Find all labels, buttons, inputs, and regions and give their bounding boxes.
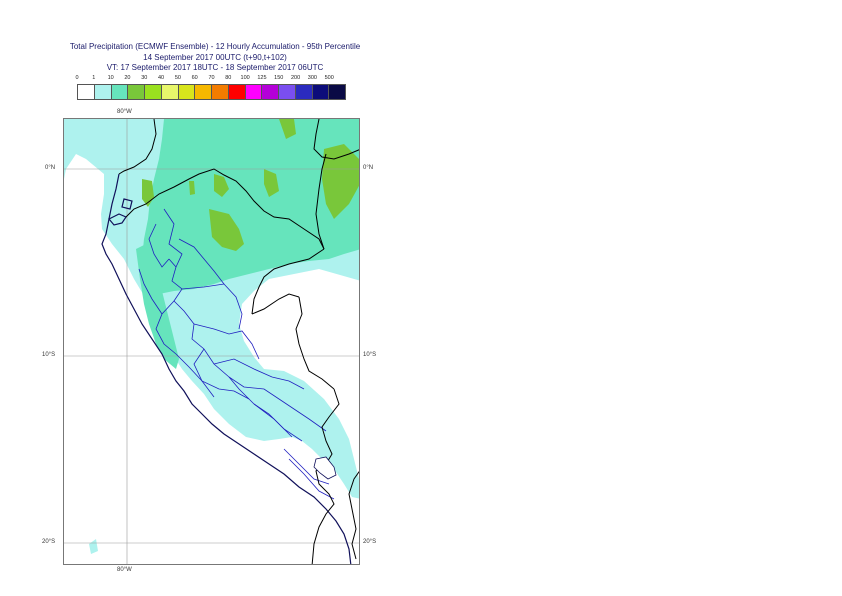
latitude-label-right-10s: 10°S [363,352,377,358]
legend-tick-labels: 0 1 10 20 30 40 50 60 70 80 100 125 150 200 300 500 [75,75,347,83]
legend-swatch [228,85,246,99]
title-line-1: Total Precipitation (ECMWF Ensemble) - 1… [69,42,361,51]
lake-titicaca [313,456,337,480]
legend-swatch [279,85,296,99]
legend-swatch [312,85,330,99]
latitude-label-left-0: 0°N [45,165,56,171]
latitude-label-right-20s: 20°S [363,539,377,545]
legend-tick-label: 20 [124,75,131,81]
legend-tick-label: 10 [107,75,114,81]
title-line-3: VT: 17 September 2017 18UTC - 18 Septemb… [106,63,324,72]
precipitation-color-legend [77,84,346,100]
title-line-2: 14 September 2017 00UTC (t+90,t+102) [143,52,287,62]
map-title-block: Total Precipitation (ECMWF Ensemble) - 1… [50,42,380,74]
legend-tick-label: 70 [208,75,215,81]
map-canvas [64,119,359,564]
legend-swatch [295,85,313,99]
legend-swatch [145,85,162,99]
precipitation-map [63,118,360,565]
legend-tick-label: 0 [75,75,79,81]
legend-tick-label: 200 [290,75,301,81]
latitude-label-left-10s: 10°S [42,352,56,358]
legend-tick-label: 40 [158,75,165,81]
legend-tick-label: 100 [240,75,250,81]
longitude-label-bottom: 80°W [117,567,132,573]
legend-swatch [111,85,129,99]
legend-tick-label: 80 [225,75,232,81]
legend-tick-label: 500 [324,75,334,81]
legend-swatch [329,85,345,99]
legend-tick-label: 150 [274,75,284,81]
legend-swatch [128,85,145,99]
legend-swatch [195,85,212,99]
legend-swatch [94,85,112,99]
legend-tick-label: 50 [174,75,181,81]
legend-swatch [212,85,229,99]
coastline [101,173,352,564]
longitude-label-top: 80°W [117,109,132,115]
legend-swatch [178,85,196,99]
legend-tick-label: 1 [92,75,96,81]
admin-boundaries [138,208,335,500]
legend-swatch [78,85,95,99]
legend-tick-label: 60 [191,75,198,81]
legend-tick-label: 300 [307,75,317,81]
legend-swatch [245,85,263,99]
latitude-label-right-0: 0°N [363,165,374,171]
map-graticule [64,119,359,564]
legend-swatch [161,85,179,99]
country-borders [118,119,359,564]
legend-swatch [262,85,279,99]
legend-tick-label: 125 [257,75,267,81]
legend-tick-label: 30 [141,75,148,81]
latitude-label-left-20s: 20°S [42,539,56,545]
